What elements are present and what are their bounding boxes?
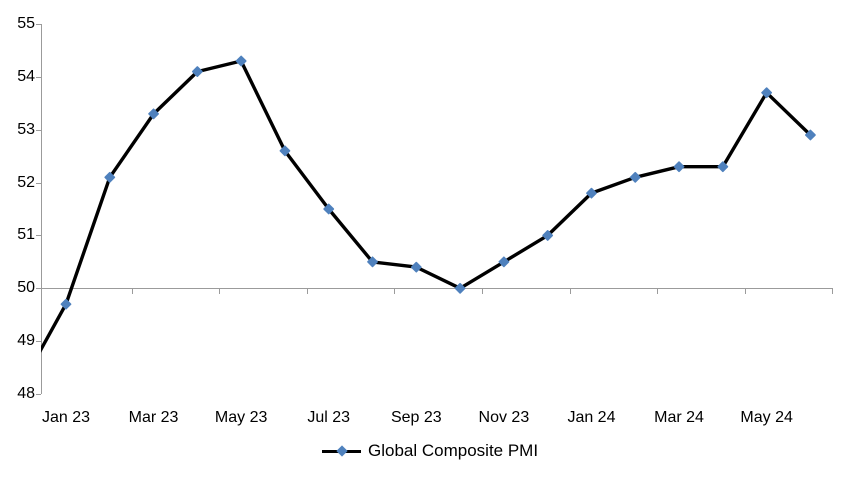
data-point-marker [454, 282, 466, 294]
y-axis-tick-label: 48 [17, 385, 35, 402]
y-axis-line [41, 24, 42, 394]
y-axis-tick-label: 53 [17, 120, 35, 138]
data-point-marker [498, 256, 510, 268]
pmi-line-svg [41, 55, 816, 353]
category-boundary-tick [482, 289, 483, 294]
data-point-marker [104, 171, 116, 183]
x-axis-tick-label: Jul 23 [307, 409, 351, 426]
legend: Global Composite PMI [322, 441, 539, 460]
data-point-marker [191, 66, 203, 77]
y-axis-tick [36, 394, 41, 395]
x-axis-tick-label: Mar 24 [654, 409, 704, 426]
data-point-marker [60, 298, 72, 310]
y-axis-tick [36, 182, 41, 184]
data-point-marker [673, 161, 685, 173]
category-boundary-tick [219, 289, 220, 294]
y-axis-tick [36, 129, 41, 131]
x-axis-tick-label: May 23 [214, 409, 268, 426]
data-point-marker [629, 171, 641, 183]
x-axis-tick-label: Mar 23 [128, 409, 179, 426]
y-axis-tick-label: 52 [17, 173, 35, 191]
data-point-marker [367, 256, 378, 268]
category-boundary-tick [745, 289, 746, 294]
category-boundary-tick [394, 289, 395, 294]
legend-line-marker-icon [322, 445, 361, 458]
data-point-marker [235, 55, 247, 67]
category-boundary-tick [657, 289, 658, 294]
category-boundary-tick [307, 289, 308, 294]
data-point-marker [761, 87, 773, 99]
y-axis-tick [36, 235, 41, 237]
legend-label: Global Composite PMI [368, 441, 539, 460]
y-axis-tick-label: 50 [17, 279, 35, 297]
data-point-marker [586, 187, 597, 199]
x-axis-tick-label: Nov 23 [478, 409, 530, 426]
y-axis-tick [36, 76, 41, 78]
y-axis-tick [36, 24, 41, 25]
y-axis-tick-label: 49 [17, 332, 35, 350]
category-boundary-tick [832, 289, 833, 294]
pmi-line-series [41, 59, 812, 353]
x-axis-tick-label: Sep 23 [390, 409, 442, 426]
y-axis-tick-label: 55 [17, 15, 35, 32]
y-axis-tick-label: 54 [17, 67, 35, 85]
data-point-marker [542, 230, 554, 241]
data-point-marker [805, 129, 816, 141]
data-point-marker [279, 145, 291, 157]
category-boundary-tick [132, 289, 133, 294]
data-point-marker [410, 261, 422, 273]
data-point-marker [717, 161, 729, 173]
x-axis-tick-label: May 24 [740, 409, 793, 426]
legend-diamond-icon [335, 445, 348, 457]
x-axis-tick-label: Jan 23 [41, 409, 90, 426]
y-axis-tick [36, 341, 41, 343]
data-point-marker [323, 203, 335, 215]
y-axis-tick [36, 288, 41, 290]
category-boundary-tick [570, 289, 571, 294]
category-axis-line-at-50 [41, 288, 833, 289]
x-axis-tick-label: Jan 24 [567, 409, 616, 426]
data-point-marker [148, 108, 159, 120]
y-axis-tick-label: 51 [17, 226, 35, 244]
